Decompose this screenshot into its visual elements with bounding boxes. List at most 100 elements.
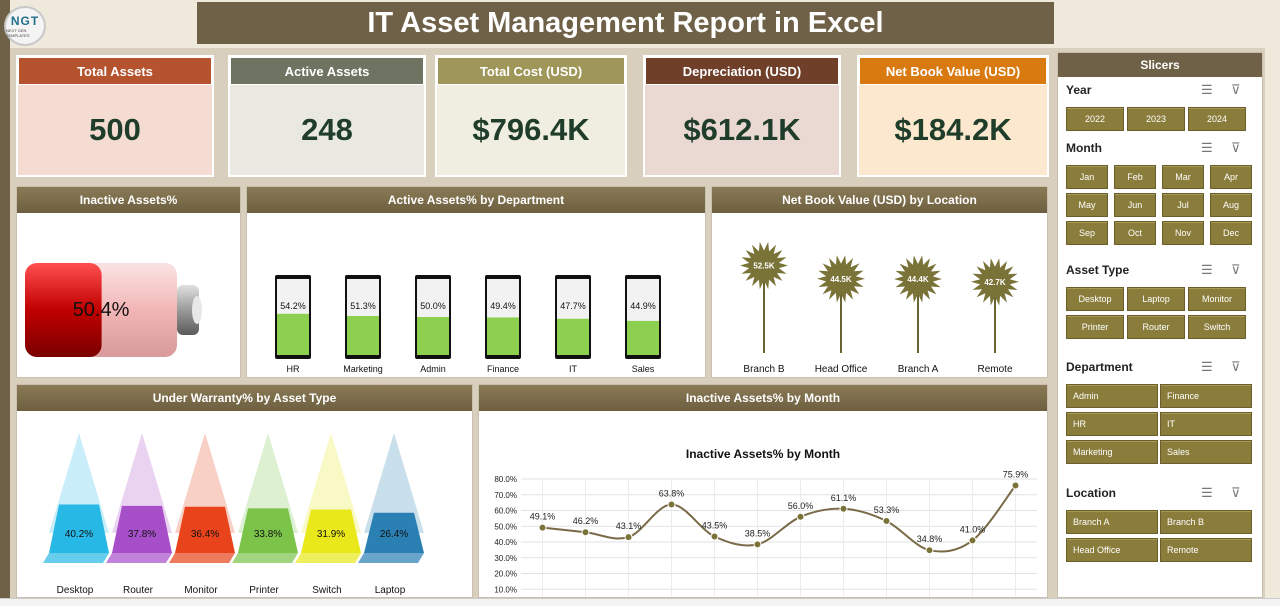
clear-filter-icon[interactable]: ⊽ xyxy=(1231,82,1241,97)
slicer-button-2022[interactable]: 2022 xyxy=(1066,107,1124,131)
month-point[interactable] xyxy=(538,523,547,532)
clear-filter-icon[interactable]: ⊽ xyxy=(1231,262,1241,277)
location-marker[interactable] xyxy=(971,258,1019,306)
month-ytick-label: 40.0% xyxy=(494,538,517,547)
multi-select-icon[interactable]: ☰ xyxy=(1201,140,1213,155)
slicer-button-may[interactable]: May xyxy=(1066,193,1108,217)
warranty-bar[interactable] xyxy=(364,512,424,553)
logo-subtext: NEXT GEN TEMPLATES xyxy=(6,28,30,38)
slicer-button-printer[interactable]: Printer xyxy=(1066,315,1124,339)
month-point[interactable] xyxy=(1011,481,1020,490)
page-title: IT Asset Management Report in Excel xyxy=(367,6,884,39)
slicer-button-branch-a[interactable]: Branch A xyxy=(1066,510,1158,534)
month-point[interactable] xyxy=(882,517,891,526)
slicers-panel: Slicers Year ☰ ⊽ 2022 2023 2024 Month ☰ ⊽ Jan Feb M… xyxy=(1057,52,1263,598)
dept-bar[interactable] xyxy=(417,317,449,355)
month-point[interactable] xyxy=(796,512,805,521)
panel-title: Under Warranty% by Asset Type xyxy=(17,385,472,411)
month-point[interactable] xyxy=(624,533,633,542)
warranty-value-label: 33.8% xyxy=(254,529,282,540)
panel-title: Net Book Value (USD) by Location xyxy=(712,187,1047,213)
kpi-label: Total Cost (USD) xyxy=(437,57,625,85)
clear-filter-icon[interactable]: ⊽ xyxy=(1231,140,1241,155)
clear-filter-icon[interactable]: ⊽ xyxy=(1231,359,1241,374)
kpi-card-net-book-value[interactable]: Net Book Value (USD) $184.2K xyxy=(857,55,1049,177)
slicer-button-sep[interactable]: Sep xyxy=(1066,221,1108,245)
slicer-title-asset-type: Asset Type xyxy=(1066,263,1130,277)
month-point[interactable] xyxy=(710,532,719,541)
kpi-card-total-cost[interactable]: Total Cost (USD) $796.4K xyxy=(435,55,627,177)
panel-active-by-department[interactable]: Active Assets% by Department 54.2% HR 51.3… xyxy=(246,186,706,378)
month-point[interactable] xyxy=(968,536,977,545)
slicer-button-switch[interactable]: Switch xyxy=(1188,315,1246,339)
slicer-button-admin[interactable]: Admin xyxy=(1066,384,1158,408)
slicer-button-jan[interactable]: Jan xyxy=(1066,165,1108,189)
warranty-bar[interactable] xyxy=(112,505,172,553)
slicer-button-sales[interactable]: Sales xyxy=(1160,440,1252,464)
clear-filter-icon[interactable]: ⊽ xyxy=(1231,485,1241,500)
multi-select-icon[interactable]: ☰ xyxy=(1201,485,1213,500)
dept-bar[interactable] xyxy=(277,313,309,355)
month-point[interactable] xyxy=(925,546,934,555)
slicer-button-it[interactable]: IT xyxy=(1160,412,1252,436)
kpi-value: $184.2K xyxy=(859,85,1047,175)
slicer-button-monitor[interactable]: Monitor xyxy=(1188,287,1246,311)
panel-warranty-by-asset-type[interactable]: Under Warranty% by Asset Type 40.2% Deskt… xyxy=(16,384,473,598)
kpi-card-active-assets[interactable]: Active Assets 248 xyxy=(228,55,426,177)
month-point[interactable] xyxy=(581,528,590,537)
slicer-button-remote[interactable]: Remote xyxy=(1160,538,1252,562)
multi-select-icon[interactable]: ☰ xyxy=(1201,82,1213,97)
slicer-button-oct[interactable]: Oct xyxy=(1114,221,1156,245)
slicer-button-finance[interactable]: Finance xyxy=(1160,384,1252,408)
slicer-button-aug[interactable]: Aug xyxy=(1210,193,1252,217)
warranty-bar[interactable] xyxy=(238,508,298,553)
month-point[interactable] xyxy=(667,500,676,509)
warranty-bar[interactable] xyxy=(301,509,361,553)
slicer-button-desktop[interactable]: Desktop xyxy=(1066,287,1124,311)
warranty-bar[interactable] xyxy=(175,506,235,553)
slicer-button-jun[interactable]: Jun xyxy=(1114,193,1156,217)
panel-inactive-by-month[interactable]: Inactive Assets% by Month Inactive Asset… xyxy=(478,384,1048,606)
panel-nbv-by-location[interactable]: Net Book Value (USD) by Location 52.5K Br… xyxy=(711,186,1048,378)
warranty-bar[interactable] xyxy=(49,504,109,553)
month-value-label: 41.0% xyxy=(960,524,986,534)
slicer-button-2023[interactable]: 2023 xyxy=(1127,107,1185,131)
month-point[interactable] xyxy=(839,504,848,513)
battery-terminal xyxy=(192,296,202,324)
month-ytick-label: 70.0% xyxy=(494,491,517,500)
kpi-card-depreciation[interactable]: Depreciation (USD) $612.1K xyxy=(643,55,841,177)
location-marker[interactable] xyxy=(894,255,942,303)
kpi-card-total-assets[interactable]: Total Assets 500 xyxy=(16,55,214,177)
month-point[interactable] xyxy=(753,540,762,549)
warranty-value-label: 37.8% xyxy=(128,529,156,540)
slicer-button-2024[interactable]: 2024 xyxy=(1188,107,1246,131)
slicer-button-apr[interactable]: Apr xyxy=(1210,165,1252,189)
warranty-category-label: Laptop xyxy=(375,585,406,596)
kpi-value: 248 xyxy=(230,85,424,175)
multi-select-icon[interactable]: ☰ xyxy=(1201,359,1213,374)
location-category-label: Branch A xyxy=(898,364,939,375)
slicer-button-hr[interactable]: HR xyxy=(1066,412,1158,436)
slicer-button-laptop[interactable]: Laptop xyxy=(1127,287,1185,311)
slicer-title-month: Month xyxy=(1066,141,1102,155)
location-marker[interactable] xyxy=(740,241,788,290)
slicer-button-router[interactable]: Router xyxy=(1127,315,1185,339)
dept-bar-label: 47.7% xyxy=(560,301,586,311)
month-value-label: 43.1% xyxy=(616,521,642,531)
slicer-button-feb[interactable]: Feb xyxy=(1114,165,1156,189)
warranty-category-label: Switch xyxy=(312,585,341,596)
slicer-button-marketing[interactable]: Marketing xyxy=(1066,440,1158,464)
multi-select-icon[interactable]: ☰ xyxy=(1201,262,1213,277)
slicer-button-jul[interactable]: Jul xyxy=(1162,193,1204,217)
dept-bar[interactable] xyxy=(347,316,379,355)
dept-bar[interactable] xyxy=(557,318,589,355)
dept-bar[interactable] xyxy=(487,317,519,355)
location-marker[interactable] xyxy=(817,255,865,303)
panel-inactive-assets[interactable]: Inactive Assets% 50.4% xyxy=(16,186,241,378)
slicer-button-branch-b[interactable]: Branch B xyxy=(1160,510,1252,534)
slicer-button-nov[interactable]: Nov xyxy=(1162,221,1204,245)
slicer-button-dec[interactable]: Dec xyxy=(1210,221,1252,245)
slicer-button-mar[interactable]: Mar xyxy=(1162,165,1204,189)
dept-bar[interactable] xyxy=(627,320,659,355)
slicer-button-head-office[interactable]: Head Office xyxy=(1066,538,1158,562)
